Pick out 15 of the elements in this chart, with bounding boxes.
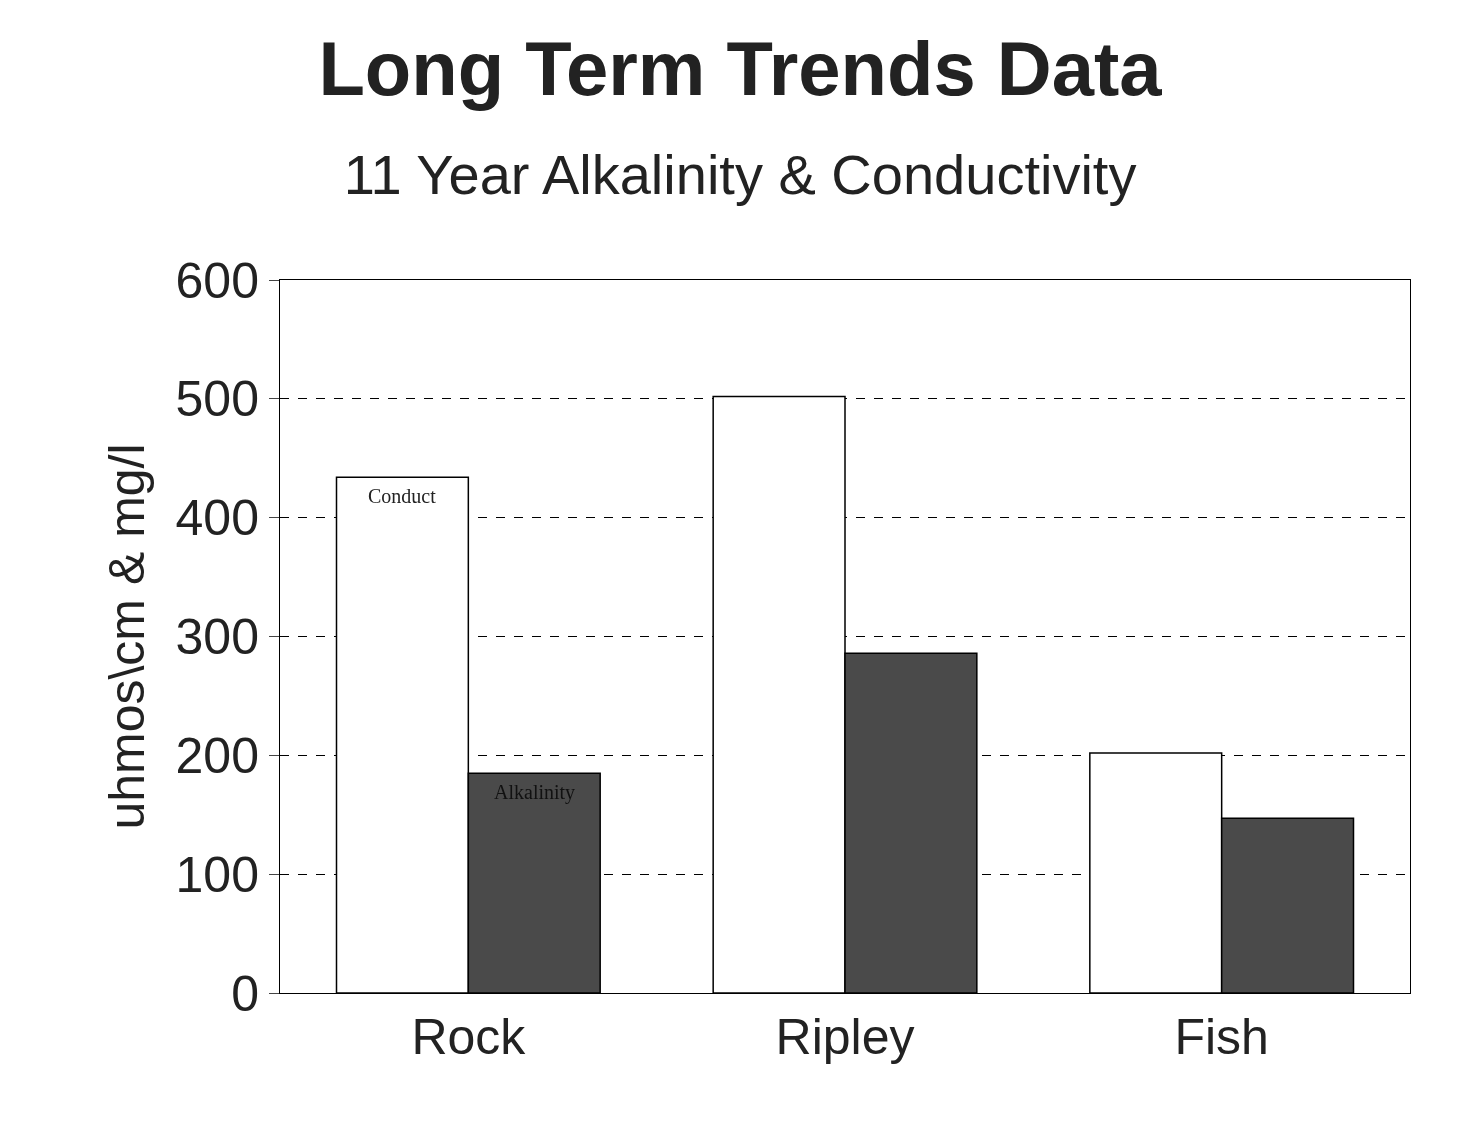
y-tick-label: 600 — [175, 252, 259, 309]
y-tick-label: 100 — [175, 846, 259, 903]
chart-subtitle: 11 Year Alkalinity & Conductivity — [343, 143, 1137, 207]
series-label: Alkalinity — [494, 781, 576, 804]
y-tick-label: 500 — [175, 371, 259, 428]
x-tick-label: Fish — [1174, 1009, 1269, 1065]
chart-title: Long Term Trends Data — [318, 26, 1163, 112]
y-tick-label: 200 — [175, 727, 259, 784]
y-tick-label: 300 — [175, 609, 259, 665]
series-label: Conduct — [368, 485, 437, 507]
y-tick-label: 400 — [175, 490, 259, 547]
y-tick-label: 0 — [231, 965, 259, 1022]
y-axis-title: uhmos\cm & mg/l — [98, 443, 155, 830]
x-tick-label: Ripley — [775, 1009, 915, 1065]
x-tick-label: Rock — [411, 1009, 527, 1065]
